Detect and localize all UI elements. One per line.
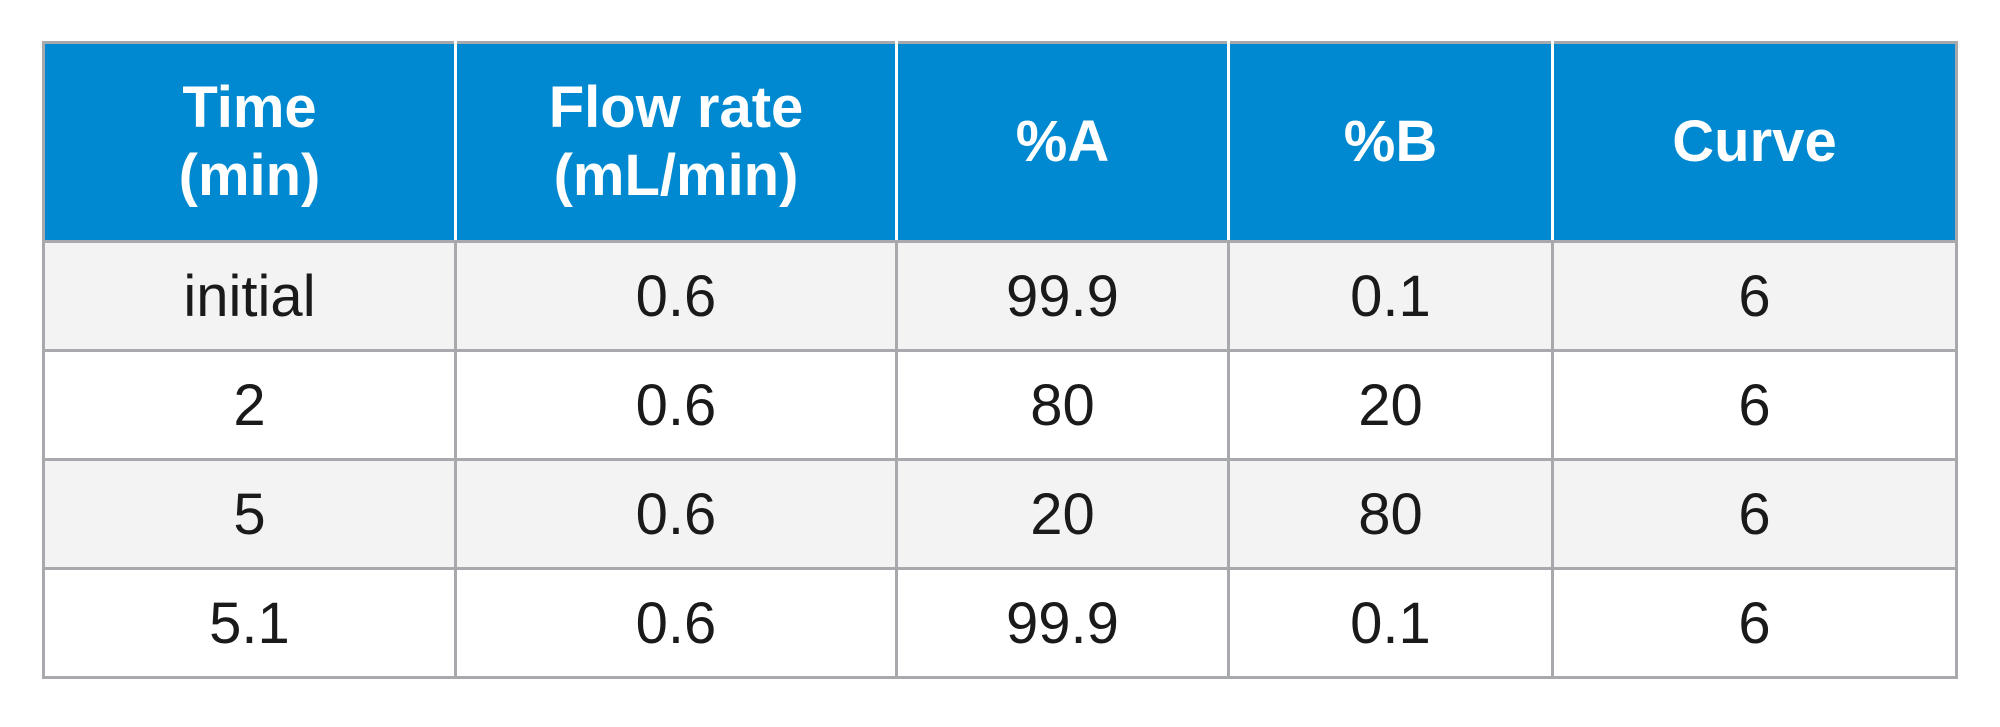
- header-curve-label: Curve: [1672, 109, 1837, 174]
- header-flow-rate: Flow rate (mL/min): [454, 42, 898, 243]
- cell-flow-rate: 0.6: [454, 349, 898, 461]
- header-percent-a: %A: [895, 42, 1230, 243]
- header-time-line2: (min): [178, 143, 321, 208]
- cell-curve: 6: [1551, 240, 1958, 352]
- cell-percent-b: 80: [1227, 458, 1554, 570]
- cell-percent-a: 20: [895, 458, 1230, 570]
- cell-time: initial: [42, 240, 457, 352]
- cell-curve: 6: [1551, 349, 1958, 461]
- gradient-table: Time (min) Flow rate (mL/min) %A %B Curv…: [42, 41, 1958, 679]
- table-row: 2 0.6 80 20 6: [42, 349, 1958, 461]
- cell-flow-rate: 0.6: [454, 240, 898, 352]
- cell-percent-b: 20: [1227, 349, 1554, 461]
- cell-percent-a: 80: [895, 349, 1230, 461]
- cell-time: 5.1: [42, 567, 457, 679]
- header-percent-a-label: %A: [1015, 109, 1110, 174]
- header-flow-rate-line2: (mL/min): [553, 143, 799, 208]
- table-row: 5.1 0.6 99.9 0.1 6: [42, 567, 1958, 679]
- header-percent-b-label: %B: [1343, 109, 1438, 174]
- header-percent-b: %B: [1227, 42, 1554, 243]
- cell-percent-a: 99.9: [895, 240, 1230, 352]
- cell-time: 2: [42, 349, 457, 461]
- header-time-line1: Time: [182, 75, 317, 140]
- header-time: Time (min): [42, 42, 457, 243]
- header-flow-rate-line1: Flow rate: [548, 75, 804, 140]
- cell-percent-b: 0.1: [1227, 240, 1554, 352]
- cell-percent-b: 0.1: [1227, 567, 1554, 679]
- table-header: Time (min) Flow rate (mL/min) %A %B Curv…: [42, 42, 1958, 243]
- header-row: Time (min) Flow rate (mL/min) %A %B Curv…: [42, 42, 1958, 243]
- table-body: initial 0.6 99.9 0.1 6 2 0.6 80 20 6 5 0…: [42, 240, 1958, 679]
- cell-percent-a: 99.9: [895, 567, 1230, 679]
- cell-flow-rate: 0.6: [454, 567, 898, 679]
- cell-flow-rate: 0.6: [454, 458, 898, 570]
- cell-curve: 6: [1551, 567, 1958, 679]
- table-row: 5 0.6 20 80 6: [42, 458, 1958, 570]
- cell-curve: 6: [1551, 458, 1958, 570]
- header-curve: Curve: [1551, 42, 1958, 243]
- table-row: initial 0.6 99.9 0.1 6: [42, 240, 1958, 352]
- cell-time: 5: [42, 458, 457, 570]
- gradient-table-container: Time (min) Flow rate (mL/min) %A %B Curv…: [42, 41, 1958, 679]
